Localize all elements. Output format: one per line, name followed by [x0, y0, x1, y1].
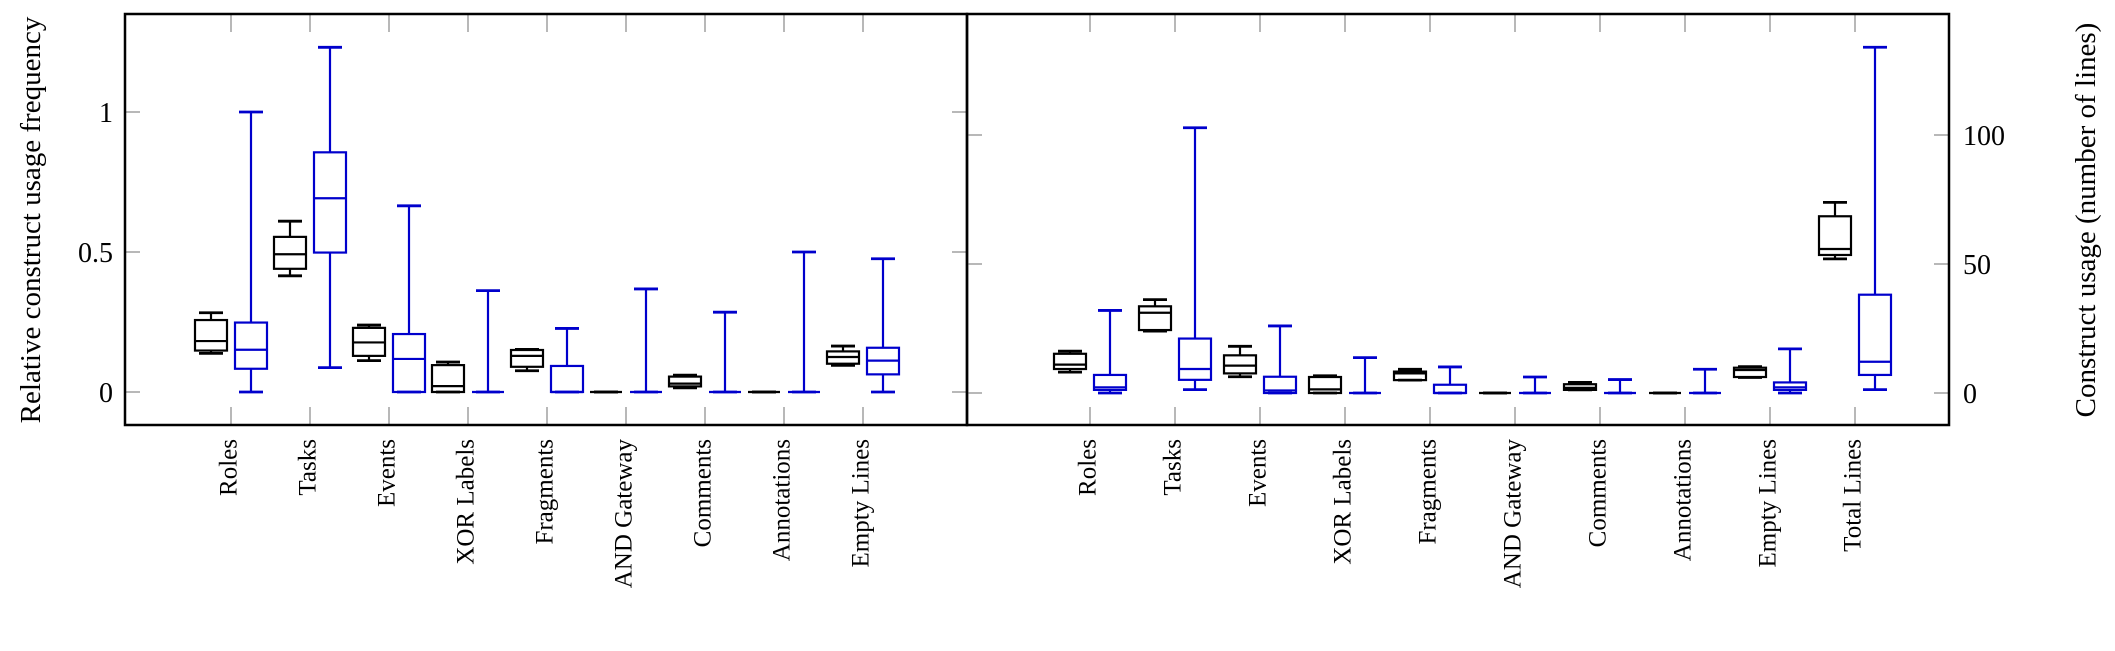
- x-tick-label: Empty Lines: [1755, 439, 1782, 567]
- box-iqr: [272, 235, 308, 270]
- box-black: [1052, 349, 1088, 374]
- box-black: [1392, 367, 1428, 382]
- box-iqr: [391, 332, 427, 394]
- box-blue: [391, 204, 427, 394]
- plot-frame: [965, 12, 1951, 427]
- box-iqr: [1092, 373, 1128, 392]
- x-tick-label: Roles: [216, 439, 243, 496]
- y-tick-label: 0.5: [78, 238, 113, 269]
- box-black: [1222, 344, 1258, 379]
- box-blue: [1772, 347, 1808, 395]
- panel-left: Roles Tasks Events XOR Labels Fragments AND G…: [78, 12, 969, 589]
- box-blue: [788, 250, 820, 394]
- x-tick-label: Comments: [1585, 439, 1612, 547]
- x-tick-label: Roles: [1075, 439, 1102, 496]
- x-tick-label: Fragments: [1415, 439, 1442, 545]
- box-black: [1817, 200, 1853, 261]
- box-iqr: [1392, 370, 1428, 382]
- box-blue: [1432, 365, 1468, 395]
- x-tick-label: Empty Lines: [848, 439, 875, 567]
- x-tick-label: Events: [374, 439, 401, 507]
- x-tick-label: XOR Labels: [1330, 439, 1357, 565]
- x-tick-label: Comments: [690, 439, 717, 547]
- panel-right: Roles Tasks Events XOR Labels Fragments AND G…: [965, 12, 2005, 589]
- box-iqr: [1262, 375, 1298, 395]
- box-black: [667, 373, 703, 390]
- box-blue: [709, 310, 741, 394]
- box-black: [351, 323, 387, 363]
- x-tick-label: Tasks: [1160, 439, 1187, 496]
- box-iqr: [1052, 352, 1088, 371]
- box-iqr: [233, 321, 269, 370]
- box-black: [272, 219, 308, 278]
- box-blue: [865, 257, 901, 394]
- box-iqr: [312, 151, 348, 254]
- box-iqr: [667, 375, 703, 388]
- box-blue: [549, 327, 585, 394]
- y-tick-label: 100: [1963, 121, 2005, 152]
- box-iqr: [1732, 366, 1768, 379]
- left-y-axis-label: Relative construct usage frequency: [15, 16, 47, 423]
- box-black: [430, 360, 466, 394]
- box-blue: [1177, 126, 1213, 392]
- box-blue: [630, 287, 662, 394]
- box-blue: [1092, 309, 1128, 395]
- box-blue: [1857, 45, 1893, 392]
- box-blue: [1519, 375, 1551, 395]
- box-iqr: [1857, 293, 1893, 377]
- x-tick-label: Tasks: [295, 439, 322, 496]
- box-black: [825, 344, 861, 367]
- x-tick-label: XOR Labels: [453, 439, 480, 565]
- box-iqr: [1137, 305, 1173, 332]
- box-iqr: [1772, 381, 1808, 392]
- box-iqr: [430, 364, 466, 394]
- box-iqr: [1177, 337, 1213, 381]
- y-tick-label: 50: [1963, 250, 1991, 281]
- box-iqr: [1817, 215, 1853, 257]
- box-blue: [1689, 367, 1721, 395]
- box-black: [1562, 381, 1598, 392]
- box-blue: [472, 289, 504, 394]
- box-iqr: [549, 364, 585, 394]
- x-tick-label: AND Gateway: [611, 439, 638, 589]
- y-tick-label: 0: [99, 378, 113, 409]
- x-tick-label: Annotations: [769, 439, 796, 561]
- box-blue: [233, 110, 269, 394]
- box-iqr: [1307, 375, 1343, 395]
- box-black: [1307, 374, 1343, 395]
- box-black: [193, 311, 229, 355]
- box-blue: [312, 45, 348, 370]
- x-tick-label: Events: [1245, 439, 1272, 507]
- box-blue: [1262, 324, 1298, 395]
- y-tick-label: 1: [99, 98, 113, 129]
- x-tick-label: Annotations: [1670, 439, 1697, 561]
- box-blue: [1604, 378, 1636, 395]
- y-tick-label: 0: [1963, 379, 1977, 410]
- x-tick-label: AND Gateway: [1500, 439, 1527, 589]
- box-black: [1732, 365, 1768, 379]
- box-blue: [1349, 356, 1381, 395]
- box-black: [1137, 298, 1173, 333]
- right-y-axis-label: Construct usage (number of lines): [2070, 23, 2102, 418]
- box-iqr: [193, 318, 229, 352]
- box-iqr: [1222, 354, 1258, 375]
- x-tick-label: Fragments: [532, 439, 559, 545]
- x-tick-label: Total Lines: [1840, 439, 1867, 552]
- box-black: [509, 348, 545, 373]
- box-iqr: [509, 348, 545, 368]
